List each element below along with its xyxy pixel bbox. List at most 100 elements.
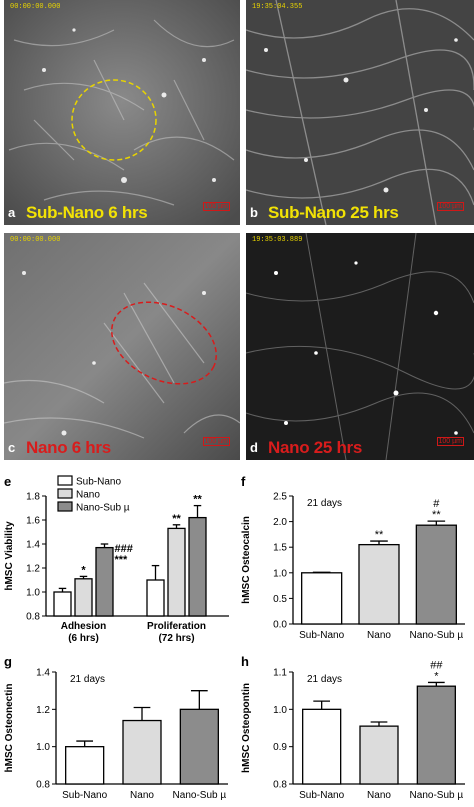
chart-f-significance: # <box>433 498 440 510</box>
chart-g-note: 21 days <box>70 674 105 685</box>
chart-e-significance: ** <box>193 494 202 506</box>
micrograph-d: 19:35:03.889 d Nano 25 hrs 100 µm <box>246 233 474 460</box>
chart-e-significance: * <box>81 564 86 576</box>
chart-f-y-tick-label: 1.5 <box>273 543 287 554</box>
chart-h-category-label: Nano-Sub µ <box>410 790 464 801</box>
panel-letter-d: d <box>250 440 258 455</box>
chart-g-osteonectin: 0.8 1.0 1.2 1.4 hMSC Osteonectin g Sub-Nano Nan… <box>4 654 228 801</box>
scale-bar-a: 100 µm <box>202 202 230 211</box>
chart-g-y-tick-label: 1.0 <box>36 742 50 753</box>
chart-g-bar <box>122 719 162 785</box>
chart-h-note: 21 days <box>307 674 342 685</box>
chart-e-significance: ** <box>172 513 181 525</box>
micrograph-c-image <box>4 233 240 460</box>
chart-g-bar <box>65 746 105 785</box>
chart-f-y-tick-label: 1.0 <box>273 568 287 579</box>
chart-e-legend-swatch <box>57 488 73 499</box>
chart-h-significance: ## <box>430 659 443 671</box>
chart-h-y-axis-label: hMSC Osteopontin <box>241 683 252 773</box>
chart-e-y-tick-label: 1.4 <box>26 540 40 551</box>
chart-h-y-tick-label: 1.1 <box>273 668 287 679</box>
chart-f-bar <box>358 543 400 625</box>
micrograph-d-image <box>246 233 474 460</box>
chart-e-bar <box>74 578 93 617</box>
chart-f-y-tick-label: 2.5 <box>273 492 287 503</box>
chart-e-bar <box>53 591 72 617</box>
chart-e-group-label: Adhesion <box>61 621 107 632</box>
caption-a: Sub-Nano 6 hrs <box>26 203 148 222</box>
chart-h-panel-letter: h <box>241 654 249 669</box>
timestamp-a: 00:00:00.000 <box>10 3 61 11</box>
chart-f-panel-letter: f <box>241 474 246 489</box>
chart-e-group-label: Proliferation <box>147 621 206 632</box>
chart-h-category-label: Sub-Nano <box>299 790 344 801</box>
chart-e-y-tick-label: 0.8 <box>26 612 40 623</box>
micrograph-b: 19:35:04.355 b Sub-Nano 25 hrs 100 µm <box>246 0 474 225</box>
chart-e-panel-letter: e <box>4 474 11 489</box>
chart-f-bar <box>301 572 343 625</box>
chart-e-significance: *** <box>115 554 129 566</box>
chart-f-y-tick-label: 2.0 <box>273 517 287 528</box>
chart-h-bar <box>302 708 342 785</box>
chart-f-bar <box>415 524 457 625</box>
chart-g-y-tick-label: 1.2 <box>36 705 50 716</box>
chart-h-y-tick-label: 0.8 <box>273 780 287 791</box>
chart-h-category-label: Nano <box>367 790 391 801</box>
chart-e-group-label: (72 hrs) <box>158 633 194 644</box>
caption-d: Nano 25 hrs <box>268 438 363 457</box>
timestamp-c: 00:00:00.000 <box>10 236 61 244</box>
chart-g-y-tick-label: 1.4 <box>36 668 50 679</box>
chart-h-osteopontin: 0.8 0.9 1.0 1.1 hMSC Osteopontin h Sub-Nano Nan… <box>241 654 465 801</box>
chart-g-y-tick-label: 0.8 <box>36 780 50 791</box>
caption-b: Sub-Nano 25 hrs <box>268 203 399 222</box>
chart-e-y-tick-label: 1.2 <box>26 564 40 575</box>
scale-bar-c: 100 µm <box>202 437 230 446</box>
chart-e-legend-swatch <box>57 501 73 512</box>
micrograph-a-image <box>4 0 240 225</box>
chart-e-group-label: (6 hrs) <box>68 633 99 644</box>
chart-e-significance: ### <box>115 543 133 555</box>
chart-h-y-tick-label: 1.0 <box>273 705 287 716</box>
micrograph-b-image <box>246 0 474 225</box>
chart-e-legend-label: Nano-Sub µ <box>76 503 130 514</box>
chart-e-bar <box>167 527 186 617</box>
micrograph-a: 00:00:00.000 a Sub-Nano 6 hrs 100 µm <box>4 0 240 225</box>
timestamp-b: 19:35:04.355 <box>252 3 303 11</box>
chart-f-y-tick-label: 0.5 <box>273 594 287 605</box>
chart-g-category-label: Sub-Nano <box>62 790 107 801</box>
chart-f-significance: ** <box>432 509 441 521</box>
chart-f-y-tick-label: 0.0 <box>273 620 287 631</box>
chart-f-category-label: Nano <box>367 630 391 641</box>
panel-letter-c: c <box>8 440 16 455</box>
chart-e-y-tick-label: 1.6 <box>26 516 40 527</box>
chart-h-bar <box>416 685 456 785</box>
chart-g-y-axis-label: hMSC Osteonectin <box>4 684 15 773</box>
chart-f-note: 21 days <box>307 498 342 509</box>
chart-h-bar <box>359 725 399 785</box>
chart-e-y-tick-label: 1.8 <box>26 492 40 503</box>
chart-h-y-tick-label: 0.9 <box>273 742 287 753</box>
chart-g-panel-letter: g <box>4 654 12 669</box>
chart-e-y-axis-label: hMSC Viability <box>4 521 15 591</box>
micrograph-c: 00:00:00.000 c Nano 6 hrs 100 µm <box>4 233 240 460</box>
chart-e-viability: 0.8 1.0 1.2 1.4 1.6 1.8 hMSC Viability e Adhesio… <box>4 474 229 644</box>
chart-f-y-axis-label: hMSC Osteocalcin <box>241 516 252 604</box>
chart-g-category-label: Nano-Sub µ <box>173 790 227 801</box>
chart-e-legend-label: Sub-Nano <box>76 477 121 488</box>
scale-bar-d: 100 µm <box>436 437 464 446</box>
chart-g-category-label: Nano <box>130 790 154 801</box>
chart-e-legend-swatch <box>57 475 73 486</box>
chart-g-bar <box>179 708 219 785</box>
caption-c: Nano 6 hrs <box>26 438 111 457</box>
chart-f-category-label: Nano-Sub µ <box>410 630 464 641</box>
chart-h-significance: * <box>434 670 439 682</box>
panel-letter-b: b <box>250 205 258 220</box>
chart-e-bar <box>146 579 165 617</box>
chart-e-legend-label: Nano <box>76 490 100 501</box>
chart-e-y-tick-label: 1.0 <box>26 588 40 599</box>
timestamp-d: 19:35:03.889 <box>252 236 303 244</box>
chart-e-bar <box>188 516 207 617</box>
panel-letter-a: a <box>8 205 16 220</box>
chart-f-category-label: Sub-Nano <box>299 630 344 641</box>
chart-f-osteocalcin: 0.0 0.5 1.0 1.5 2.0 2.5 hMSC Osteocalcin f Sub-N… <box>241 474 465 641</box>
